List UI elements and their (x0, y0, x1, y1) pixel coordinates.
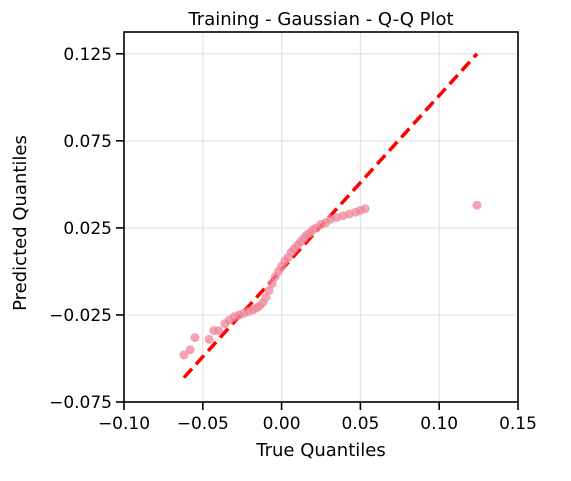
data-point (264, 286, 274, 296)
y-tick-label: −0.075 (49, 393, 112, 413)
y-tick-label: 0.075 (63, 132, 112, 152)
data-point (472, 200, 482, 210)
x-tick-label: −0.05 (177, 414, 229, 434)
plot-frame (123, 31, 519, 403)
x-tick-label: 0.05 (341, 414, 379, 434)
data-point (267, 279, 277, 289)
y-tick-label: 0.125 (63, 45, 112, 65)
x-tick-label: 0.15 (499, 414, 537, 434)
data-point (179, 350, 189, 360)
x-tick-label: 0.10 (420, 414, 458, 434)
y-axis-ticks: −0.075 −0.025 0.025 0.075 0.125 (49, 45, 124, 413)
data-points (179, 200, 482, 360)
data-point (190, 333, 200, 343)
data-point (214, 326, 224, 336)
chart-title: Training - Gaussian - Q-Q Plot (187, 9, 453, 30)
y-axis-label: Predicted Quantiles (10, 135, 31, 311)
data-point (261, 293, 271, 303)
y-tick-label: −0.025 (49, 306, 112, 326)
data-point (185, 345, 195, 355)
y-tick-label: 0.025 (63, 219, 112, 239)
x-tick-label: −0.10 (98, 414, 150, 434)
grid-lines (123, 32, 519, 403)
data-point (204, 334, 214, 344)
x-axis-label: True Quantiles (255, 440, 385, 461)
data-point (360, 204, 370, 214)
x-tick-label: 0.00 (263, 414, 301, 434)
x-axis-ticks: −0.10 −0.05 0.00 0.05 0.10 0.15 (98, 402, 537, 434)
